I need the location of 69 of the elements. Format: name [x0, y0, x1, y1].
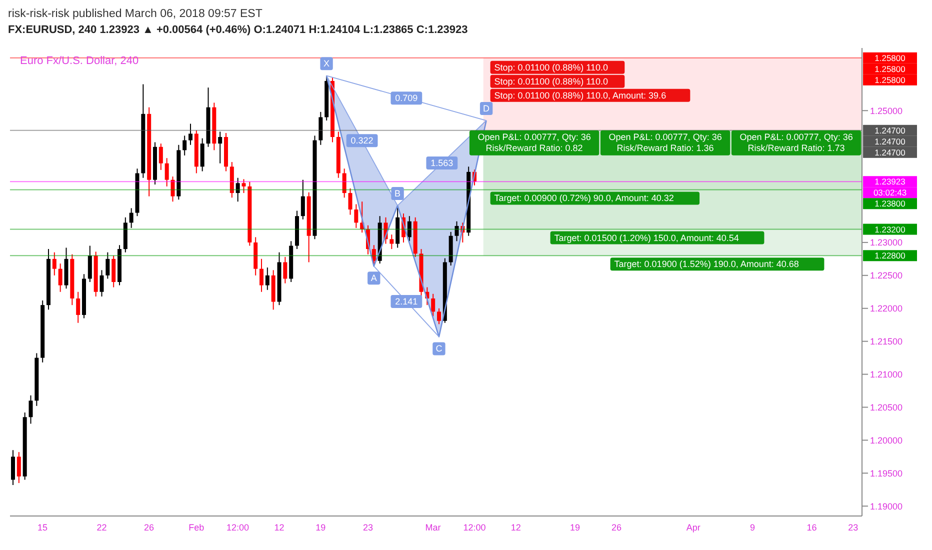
- band-label: Target: 0.01900 (1.52%) 190.0, Amount: 40.68: [614, 259, 799, 270]
- x-tick-label: 12: [510, 522, 521, 532]
- y-tick-label: 1.21000: [870, 369, 903, 380]
- y-tick-label: 1.23000: [870, 238, 903, 248]
- label-box: Target: 0.01900 (1.52%) 190.0, Amount: 40.68: [610, 258, 824, 271]
- x-tick-label: 23: [848, 522, 858, 532]
- annotation: Open P&L: 0.00777, Qty: 36 Risk/Reward Ratio: 0.82: [478, 132, 591, 153]
- chart-subtitle: FX:EURUSD, 240 1.23923 ▲ +0.00564 (+0.46%) O:1.24071 H:1.24104 L:1.23865 C:1.23923: [8, 24, 469, 38]
- label-box: Open P&L: 0.00777, Qty: 36 Risk/Reward Ratio: 0.82: [469, 130, 600, 156]
- annotation: Open P&L: 0.00777, Qty: 36 Risk/Reward Ratio: 1.73: [740, 132, 853, 153]
- ref-line-label: 1.23923 03:02:43: [873, 176, 907, 198]
- label-box: 0.709: [390, 92, 422, 105]
- x-tick-label: 16: [806, 522, 817, 532]
- x-tick-label: 23: [362, 522, 373, 532]
- x-tick-label: Apr: [686, 522, 700, 532]
- label-box: Stop: 0.01100 (0.88%) 110.0: [490, 60, 625, 74]
- ref-line-label: 1.23200: [874, 224, 906, 234]
- x-tick-label: 9: [750, 522, 756, 532]
- x-tick-label: 15: [38, 522, 48, 532]
- label-box: C: [432, 342, 446, 356]
- y-tick-label: 1.25000: [870, 106, 903, 116]
- annotation: 1.563: [430, 158, 454, 168]
- x-tick-label: 12:00: [226, 522, 250, 532]
- x-tick-label: 12: [274, 522, 284, 532]
- y-tick-label: 1.22000: [870, 304, 903, 314]
- annotation: X: [324, 58, 330, 69]
- label-box: X: [320, 57, 333, 70]
- annotation: D: [483, 104, 490, 114]
- label-box: Stop: 0.01100 (0.88%) 110.0: [490, 74, 625, 88]
- annotation: 0.322: [350, 136, 374, 146]
- x-tick-label: Mar: [425, 522, 441, 532]
- band-label: Target: 0.00900 (0.72%) 90.0, Amount: 40.32: [494, 193, 674, 204]
- x-tick-label: Feb: [188, 522, 204, 532]
- y-tick-label: 1.19000: [870, 501, 903, 512]
- label-box: 2.141: [390, 294, 422, 308]
- ref-line-label: 1.23800: [874, 198, 906, 209]
- band-label: Target: 0.01500 (1.20%) 150.0, Amount: 40.54: [554, 232, 739, 243]
- ref-line-label: 1.24700 1.24700 1.24700: [874, 125, 906, 158]
- chart-title: risk-risk-risk published March 06, 2018 09:57 EST: [8, 8, 264, 22]
- annotation: 0.709: [395, 93, 418, 104]
- annotation: B: [394, 188, 401, 199]
- label-box: A: [368, 272, 380, 285]
- y-tick-label: 1.19500: [870, 468, 903, 478]
- y-tick-label: 1.22500: [870, 270, 903, 281]
- annotation: 2.141: [395, 296, 418, 306]
- ref-line-label: 1.25800 1.25800 1.25800: [874, 52, 906, 85]
- label-box: B: [391, 187, 404, 200]
- annotation: Open P&L: 0.00777, Qty: 36 Risk/Reward Ratio: 1.36: [608, 132, 722, 153]
- label-box: 0.322: [346, 134, 378, 148]
- x-tick-label: 12:00: [463, 522, 486, 532]
- y-tick-label: 1.21500: [870, 336, 903, 347]
- x-tick-label: 26: [611, 522, 622, 532]
- x-tick-label: 19: [316, 522, 326, 532]
- label-box: D: [480, 102, 493, 115]
- y-tick-label: 1.20500: [870, 402, 903, 412]
- label-box: Open P&L: 0.00777, Qty: 36 Risk/Reward Ratio: 1.73: [731, 130, 862, 156]
- label-box: Stop: 0.01100 (0.88%) 110.0, Amount: 39.6: [490, 88, 690, 102]
- ref-line-label: 1.22800: [874, 250, 906, 261]
- x-tick-label: 22: [96, 522, 107, 532]
- label-box: 1.563: [426, 156, 458, 170]
- annotation: C: [436, 344, 443, 354]
- label-box: Target: 0.01500 (1.20%) 150.0, Amount: 40.54: [550, 231, 764, 244]
- y-tick-label: 1.20000: [870, 435, 903, 446]
- x-tick-label: 19: [570, 522, 580, 532]
- annotation: A: [370, 273, 377, 284]
- annotation: Euro Fx/U.S. Dollar, 240: [20, 55, 139, 67]
- label-box: Open P&L: 0.00777, Qty: 36 Risk/Reward Ratio: 1.36: [600, 130, 730, 156]
- label-box: Target: 0.00900 (0.72%) 90.0, Amount: 40.32: [490, 192, 700, 205]
- x-tick-label: 26: [144, 522, 154, 532]
